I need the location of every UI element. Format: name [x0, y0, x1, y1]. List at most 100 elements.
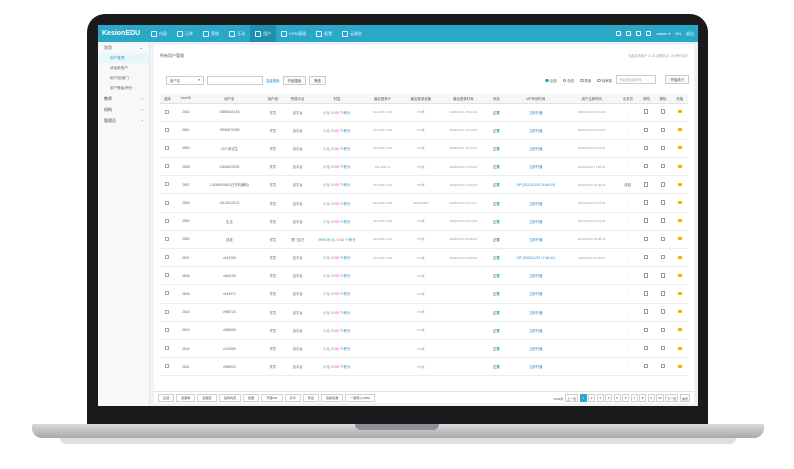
sidebar-item[interactable]: 用户组/部门 [110, 75, 129, 80]
delete-cell[interactable] [654, 212, 672, 231]
select-cell[interactable] [160, 230, 175, 250]
table-row[interactable]: 2852 生活 学员 自平台 0.元 / 0.00 个/积分 192.168.1.196 P… [160, 212, 688, 231]
select-cell[interactable] [160, 193, 175, 213]
delete-cell[interactable] [654, 139, 672, 159]
table-row[interactable]: 2844 v985728 学员 自平台 0.元 / 0.00 个/积分 PC端 正常 立即开通… [160, 303, 688, 322]
edit-cell[interactable] [638, 266, 655, 286]
page-button[interactable]: 10 [656, 394, 664, 402]
edit-icon[interactable] [644, 182, 649, 187]
delete-cell[interactable] [654, 284, 672, 304]
delete-cell[interactable] [654, 266, 672, 286]
recharge-icon[interactable] [677, 255, 682, 259]
trash-icon[interactable] [661, 127, 666, 133]
recharge-icon[interactable] [677, 201, 682, 205]
bulk-action-button[interactable]: 导出 [302, 393, 319, 402]
user-menu[interactable]: admin ▾ [656, 31, 671, 36]
search-input[interactable] [207, 75, 263, 85]
table-row[interactable]: 2861 19930670089 学员 自平台 0.元 / 0.00 个/积分 192.1… [160, 121, 688, 140]
username[interactable]: v958040 [197, 357, 262, 377]
table-row[interactable]: 2860 1227测试生 学员 自平台 0.元 / 0.00 个/积分 192.168.1… [160, 139, 688, 159]
select-cell[interactable] [160, 266, 175, 286]
recharge-icon[interactable] [677, 273, 682, 277]
select-cell[interactable] [160, 157, 175, 177]
vip-cell[interactable]: 立即开通 [505, 121, 566, 140]
select-cell[interactable] [160, 339, 175, 359]
sidebar-item[interactable]: 用户管理 [98, 53, 149, 63]
vip-cell[interactable]: 立即开通 [505, 139, 566, 159]
bulk-action-button[interactable]: 批量审 [176, 393, 196, 402]
trash-icon[interactable] [661, 273, 666, 278]
delete-cell[interactable] [654, 303, 672, 322]
recharge-cell[interactable] [671, 339, 688, 359]
nav-item-0[interactable]: 内容 [146, 25, 172, 42]
trash-icon[interactable] [661, 236, 666, 242]
scrollbar[interactable] [695, 42, 698, 406]
filter-button[interactable]: 筛选 [309, 75, 326, 85]
recharge-cell[interactable] [671, 139, 688, 159]
bulk-action-button[interactable]: 请新批准 [320, 393, 344, 402]
nav-item-1[interactable]: 订单 [172, 25, 198, 42]
trash-icon[interactable] [661, 327, 666, 333]
vip-cell[interactable]: 立即开通 [505, 321, 566, 340]
row-checkbox[interactable] [165, 346, 170, 351]
delete-cell[interactable] [654, 248, 672, 268]
select-cell[interactable] [160, 357, 175, 377]
recharge-cell[interactable] [671, 248, 688, 268]
date-range-input[interactable]: 开始和结束时间 [616, 75, 656, 84]
edit-cell[interactable] [638, 175, 655, 195]
recharge-icon[interactable] [677, 310, 682, 314]
sidebar-group[interactable]: 管理员 › [98, 115, 149, 126]
bulk-action-button[interactable]: 批量 [243, 393, 260, 402]
username[interactable]: 钱钱 [197, 230, 262, 250]
delete-cell[interactable] [654, 103, 672, 122]
select-cell[interactable] [160, 103, 175, 122]
recharge-cell[interactable] [671, 321, 688, 340]
table-row[interactable]: 2850 钱钱 学员 厦门自己 9999.99.元 / 0.00 个/积分 192.168… [160, 230, 688, 250]
status-radio[interactable]: 在线 [562, 78, 574, 83]
trash-icon[interactable] [661, 200, 666, 205]
trash-icon[interactable] [661, 145, 666, 151]
recharge-icon[interactable] [677, 110, 682, 114]
edit-cell[interactable] [638, 121, 655, 140]
delete-cell[interactable] [654, 157, 672, 177]
select-cell[interactable] [160, 284, 175, 304]
home-icon[interactable] [616, 31, 622, 36]
recharge-icon[interactable] [677, 182, 682, 186]
sidebar-group[interactable]: 教师 › [98, 93, 149, 104]
recharge-icon[interactable] [677, 364, 682, 368]
vip-cell[interactable]: 立即开通 [505, 212, 566, 231]
column-header[interactable]: 充值 [671, 94, 688, 104]
delete-cell[interactable] [654, 175, 672, 195]
column-header[interactable]: 最后登录设备 [402, 94, 440, 104]
recharge-cell[interactable] [671, 121, 688, 140]
recharge-icon[interactable] [677, 328, 682, 332]
nav-item-2[interactable]: 营销 [198, 25, 224, 42]
page-button[interactable]: 8 [639, 394, 647, 402]
row-checkbox[interactable] [165, 309, 170, 314]
username[interactable]: v858658 [197, 321, 262, 340]
page-button[interactable]: 9 [647, 394, 655, 402]
username[interactable]: 10101010101 [197, 193, 262, 213]
select-cell[interactable] [160, 175, 175, 195]
edit-icon[interactable] [644, 345, 649, 351]
trash-icon[interactable] [661, 363, 666, 369]
bell-icon[interactable] [646, 31, 652, 36]
recharge-icon[interactable] [677, 291, 682, 295]
row-checkbox[interactable] [165, 145, 170, 150]
edit-cell[interactable] [638, 321, 655, 340]
username[interactable]: 15880100163 [197, 103, 262, 122]
sidebar-item[interactable]: 用户等级/积分 [110, 85, 133, 90]
username[interactable]: v130585 [197, 339, 262, 359]
monitor-icon[interactable] [626, 31, 632, 36]
bulk-action-button[interactable]: 加锁定 [197, 393, 217, 402]
recharge-cell[interactable] [671, 284, 688, 304]
table-row[interactable]: 2862 15880100163 学员 自平台 0.元 / 0.00 个/积分 192.1… [160, 103, 688, 122]
last-page-button[interactable]: 末页 [679, 394, 690, 402]
trash-icon[interactable] [661, 254, 666, 260]
vip-cell[interactable]: VIP (2022/11/20 17:46:41) [505, 248, 566, 268]
row-checkbox[interactable] [165, 291, 170, 296]
edit-icon[interactable] [644, 309, 649, 314]
username[interactable]: v985728 [197, 303, 262, 322]
username[interactable]: v441269 [197, 248, 262, 268]
username[interactable]: 19930670089 [197, 121, 262, 140]
